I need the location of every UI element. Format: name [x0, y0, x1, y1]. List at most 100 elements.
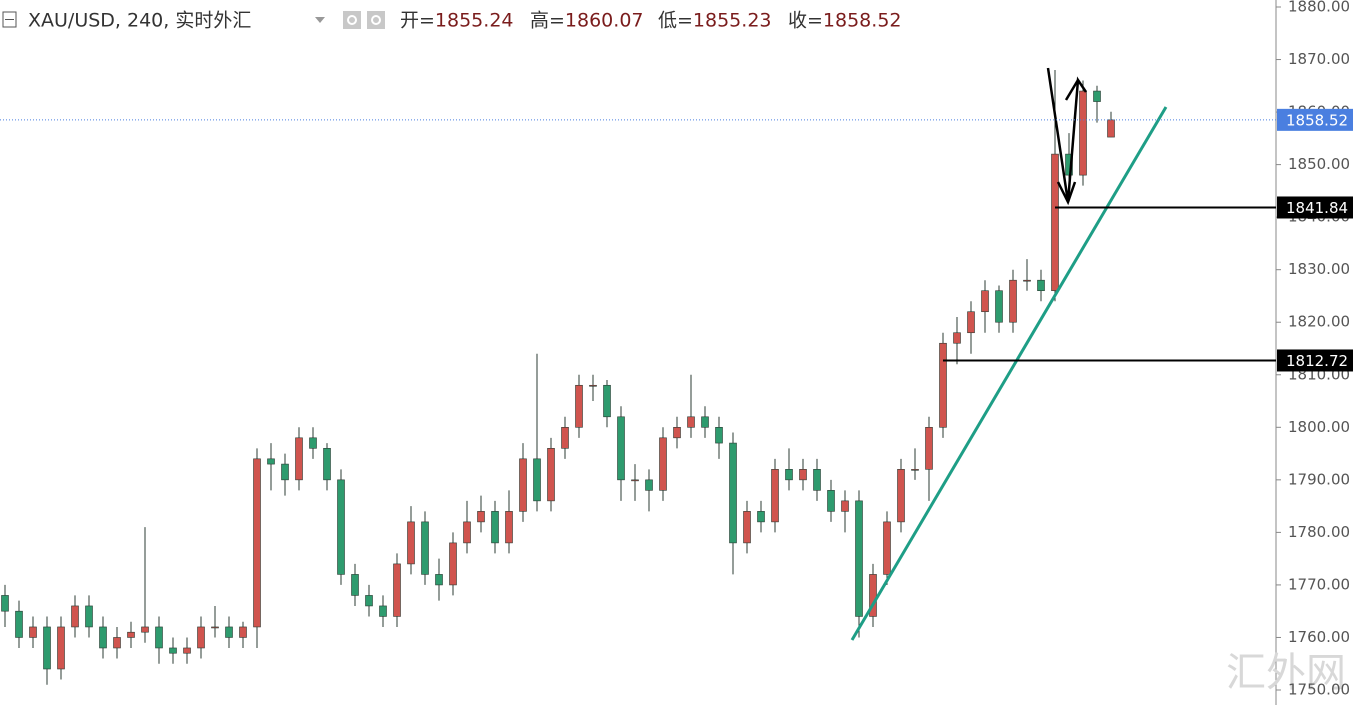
- candle-body: [85, 605, 93, 628]
- candle-body: [421, 521, 429, 575]
- candle-body: [547, 448, 555, 502]
- candle-body: [141, 626, 149, 633]
- level-tag: [1277, 349, 1353, 372]
- candle-body: [1023, 279, 1031, 282]
- candle-body: [365, 595, 373, 607]
- candle-body: [15, 610, 23, 638]
- ohlc-label: 收=: [788, 10, 823, 32]
- candle-body: [911, 469, 919, 471]
- candle-body: [43, 626, 51, 670]
- trend-line: [850, 106, 1168, 641]
- ohlc-value: 1855.23: [693, 10, 772, 32]
- candle-body: [743, 511, 751, 544]
- candle-body: [211, 626, 219, 629]
- candle-body: [519, 458, 527, 512]
- candle-body: [505, 511, 513, 544]
- ohlc-label: 低=: [658, 10, 693, 32]
- candle-body: [379, 605, 387, 617]
- candle-body: [71, 605, 79, 628]
- candle-body: [813, 469, 821, 491]
- y-tick-label: 1770.00: [1288, 575, 1350, 593]
- ohlc-header: 开= 1855.24 高= 1860.07 低= 1855.23 收= 1858.52: [400, 10, 902, 32]
- candle-body: [1051, 153, 1059, 292]
- collapse-icon[interactable]: [2, 11, 17, 28]
- level-label: 1841.84: [1286, 199, 1348, 217]
- candle-body: [351, 574, 359, 596]
- plot-area: [1, 70, 1115, 685]
- candle-body: [113, 637, 121, 649]
- candle-body: [463, 521, 471, 544]
- candle-body: [407, 521, 415, 565]
- zigzag-arrow: [1046, 67, 1088, 203]
- candle-body: [729, 442, 737, 544]
- last-price-label: 1858.52: [1286, 111, 1348, 129]
- candle-body: [757, 511, 765, 523]
- candle-body: [491, 511, 499, 544]
- y-tick-label: 1870.00: [1288, 50, 1350, 68]
- candle-body: [953, 332, 961, 344]
- y-tick-label: 1830.00: [1288, 260, 1350, 278]
- candle-body: [589, 384, 597, 387]
- symbol-title: XAU/USD, 240, 实时外汇: [28, 10, 251, 32]
- y-tick-label: 1750.00: [1288, 681, 1350, 699]
- arrow-head: [1056, 181, 1077, 206]
- candle-body: [29, 626, 37, 638]
- candle-body: [309, 437, 317, 449]
- settings-icon[interactable]: [367, 11, 385, 29]
- candle-body: [1079, 90, 1087, 176]
- candle-body: [897, 469, 905, 523]
- candle-body: [239, 626, 247, 638]
- candle-body: [225, 626, 233, 638]
- candle-body: [603, 384, 611, 418]
- watermark: 汇外网: [1226, 650, 1346, 696]
- candle-body: [99, 626, 107, 649]
- dropdown-icon[interactable]: [315, 17, 325, 23]
- candle-body: [575, 384, 583, 428]
- candle-body: [967, 311, 975, 334]
- y-tick-label: 1850.00: [1288, 155, 1350, 173]
- candle-body: [799, 469, 807, 481]
- candle-body: [617, 416, 625, 481]
- candle-body: [183, 647, 191, 654]
- candle-body: [785, 469, 793, 481]
- y-tick-label: 1760.00: [1288, 628, 1350, 646]
- arrow-stroke: [1064, 79, 1080, 101]
- candle-body: [939, 342, 947, 428]
- candle-body: [827, 490, 835, 512]
- candle-body: [323, 448, 331, 481]
- candle-body: [869, 574, 877, 617]
- ohlc-value: 1858.52: [823, 10, 902, 32]
- candle-body: [841, 500, 849, 512]
- candle-body: [855, 500, 863, 617]
- candle-body: [337, 479, 345, 575]
- candle-body: [477, 511, 485, 523]
- candle-body: [771, 469, 779, 523]
- candle-body: [1037, 279, 1045, 292]
- ohlc-value: 1860.07: [565, 10, 644, 32]
- ohlc-label: 开=: [400, 10, 435, 32]
- candle-body: [701, 416, 709, 428]
- candle-body: [533, 458, 541, 502]
- candle-body: [393, 563, 401, 617]
- candle-body: [449, 542, 457, 586]
- visibility-icon[interactable]: [343, 11, 361, 29]
- candle-body: [715, 427, 723, 444]
- candle-body: [169, 647, 177, 654]
- candle-body: [435, 574, 443, 586]
- y-tick-label: 1790.00: [1288, 470, 1350, 488]
- candle-body: [295, 437, 303, 481]
- y-tick-label: 1800.00: [1288, 418, 1350, 436]
- level-label: 1812.72: [1286, 352, 1348, 370]
- candle-body: [1, 595, 9, 612]
- candle-body: [281, 463, 289, 481]
- settings-icon-gear: [371, 15, 381, 25]
- candle-body: [995, 290, 1003, 323]
- candle-body: [57, 626, 65, 670]
- ohlc-label: 高=: [530, 10, 565, 32]
- candle-body: [981, 290, 989, 313]
- ohlc-value: 1855.24: [435, 10, 514, 32]
- y-tick-label: 1780.00: [1288, 523, 1350, 541]
- candle-body: [645, 479, 653, 491]
